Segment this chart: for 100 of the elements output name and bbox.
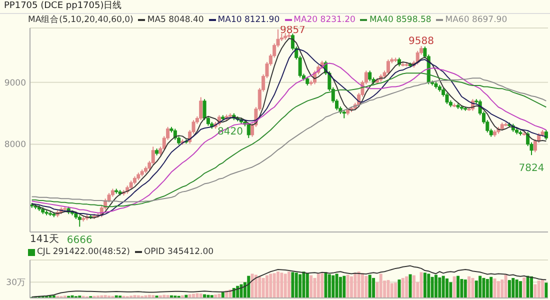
bar — [486, 279, 489, 298]
bar — [518, 281, 522, 298]
legend-label: MA5 8048.40 — [146, 15, 204, 25]
bar — [408, 274, 412, 298]
bar — [478, 276, 482, 298]
bar — [398, 280, 401, 298]
bar — [328, 274, 331, 298]
candlestick — [246, 122, 250, 139]
bar — [537, 280, 540, 298]
annotation: 8420 — [217, 126, 243, 138]
y-tick-label: 9000 — [4, 78, 26, 88]
bar — [446, 278, 448, 298]
bar — [288, 272, 291, 298]
bar — [313, 278, 316, 298]
bar — [350, 276, 353, 298]
bar — [250, 274, 254, 298]
candlestick — [445, 92, 449, 105]
bar — [302, 272, 306, 298]
bar — [335, 274, 338, 298]
bar — [534, 284, 537, 298]
bar — [294, 272, 298, 298]
bar — [427, 274, 430, 298]
legend-label: MA60 8697.90 — [444, 15, 508, 25]
bar — [471, 278, 474, 298]
bar — [361, 273, 364, 298]
bar — [354, 272, 357, 298]
legend-title: MA组合(5,10,20,40,60,0) — [28, 14, 134, 26]
annotation: 6666 — [66, 234, 92, 246]
annotation: 7824 — [518, 163, 544, 174]
bar — [320, 273, 324, 298]
bar — [262, 278, 265, 298]
legend-label: MA40 8598.58 — [368, 15, 432, 25]
bar — [423, 272, 426, 298]
bar — [265, 275, 268, 298]
bar — [379, 274, 382, 298]
bar — [541, 280, 544, 298]
bar — [394, 282, 398, 298]
bar — [247, 276, 250, 298]
candlestick — [544, 130, 548, 140]
bar — [434, 274, 438, 298]
bar — [284, 274, 287, 298]
bar — [496, 281, 500, 298]
bar — [258, 276, 262, 298]
bar — [490, 276, 493, 298]
bar — [526, 276, 530, 298]
bar — [342, 276, 346, 298]
bar — [530, 276, 533, 298]
bar — [508, 280, 511, 298]
bar — [372, 278, 376, 298]
bar — [357, 272, 360, 298]
candlestick — [386, 59, 390, 75]
candlestick — [368, 70, 372, 82]
legend-label: CJL 291422.00(48:52) — [36, 247, 130, 257]
bar — [276, 272, 280, 298]
bar — [272, 273, 276, 298]
bar — [280, 272, 284, 298]
bar — [464, 280, 467, 298]
candlestick — [199, 96, 203, 121]
bar — [544, 282, 548, 298]
y-tick-label: 30万 — [6, 278, 26, 288]
bar — [452, 276, 456, 298]
bar — [412, 275, 416, 298]
chart-title: PP1705 (DCE pp1705)日线 — [0, 0, 550, 14]
bar — [468, 276, 471, 298]
bar — [386, 280, 390, 298]
bar — [430, 276, 434, 298]
bar — [401, 278, 404, 298]
bar — [442, 276, 445, 298]
bar — [368, 274, 372, 298]
bar — [460, 279, 464, 298]
bar — [298, 274, 302, 298]
bar — [405, 276, 408, 298]
bar — [291, 272, 294, 298]
bar — [364, 276, 368, 298]
bar — [493, 278, 496, 298]
bar — [420, 272, 423, 298]
bar — [332, 275, 335, 298]
bar — [449, 282, 452, 298]
bar — [438, 277, 442, 298]
bar — [390, 283, 394, 298]
bar — [316, 274, 320, 298]
text: 141天 — [30, 233, 60, 246]
bar — [515, 280, 518, 298]
bar — [346, 274, 350, 298]
legend-label: MA10 8121.90 — [216, 15, 280, 25]
bar — [269, 274, 272, 298]
bar — [324, 272, 328, 298]
bar — [338, 276, 342, 298]
bar — [456, 276, 460, 298]
candlestick — [202, 98, 206, 121]
bar — [482, 278, 486, 298]
bar — [512, 278, 515, 298]
annotation: 9588 — [408, 36, 434, 48]
bar — [306, 273, 309, 298]
bar — [522, 277, 526, 298]
bar — [504, 274, 508, 298]
legend-label: OPID 345412.00 — [142, 247, 214, 257]
y-tick-label: 8000 — [4, 140, 26, 150]
bar — [310, 275, 313, 298]
bar — [254, 274, 258, 298]
